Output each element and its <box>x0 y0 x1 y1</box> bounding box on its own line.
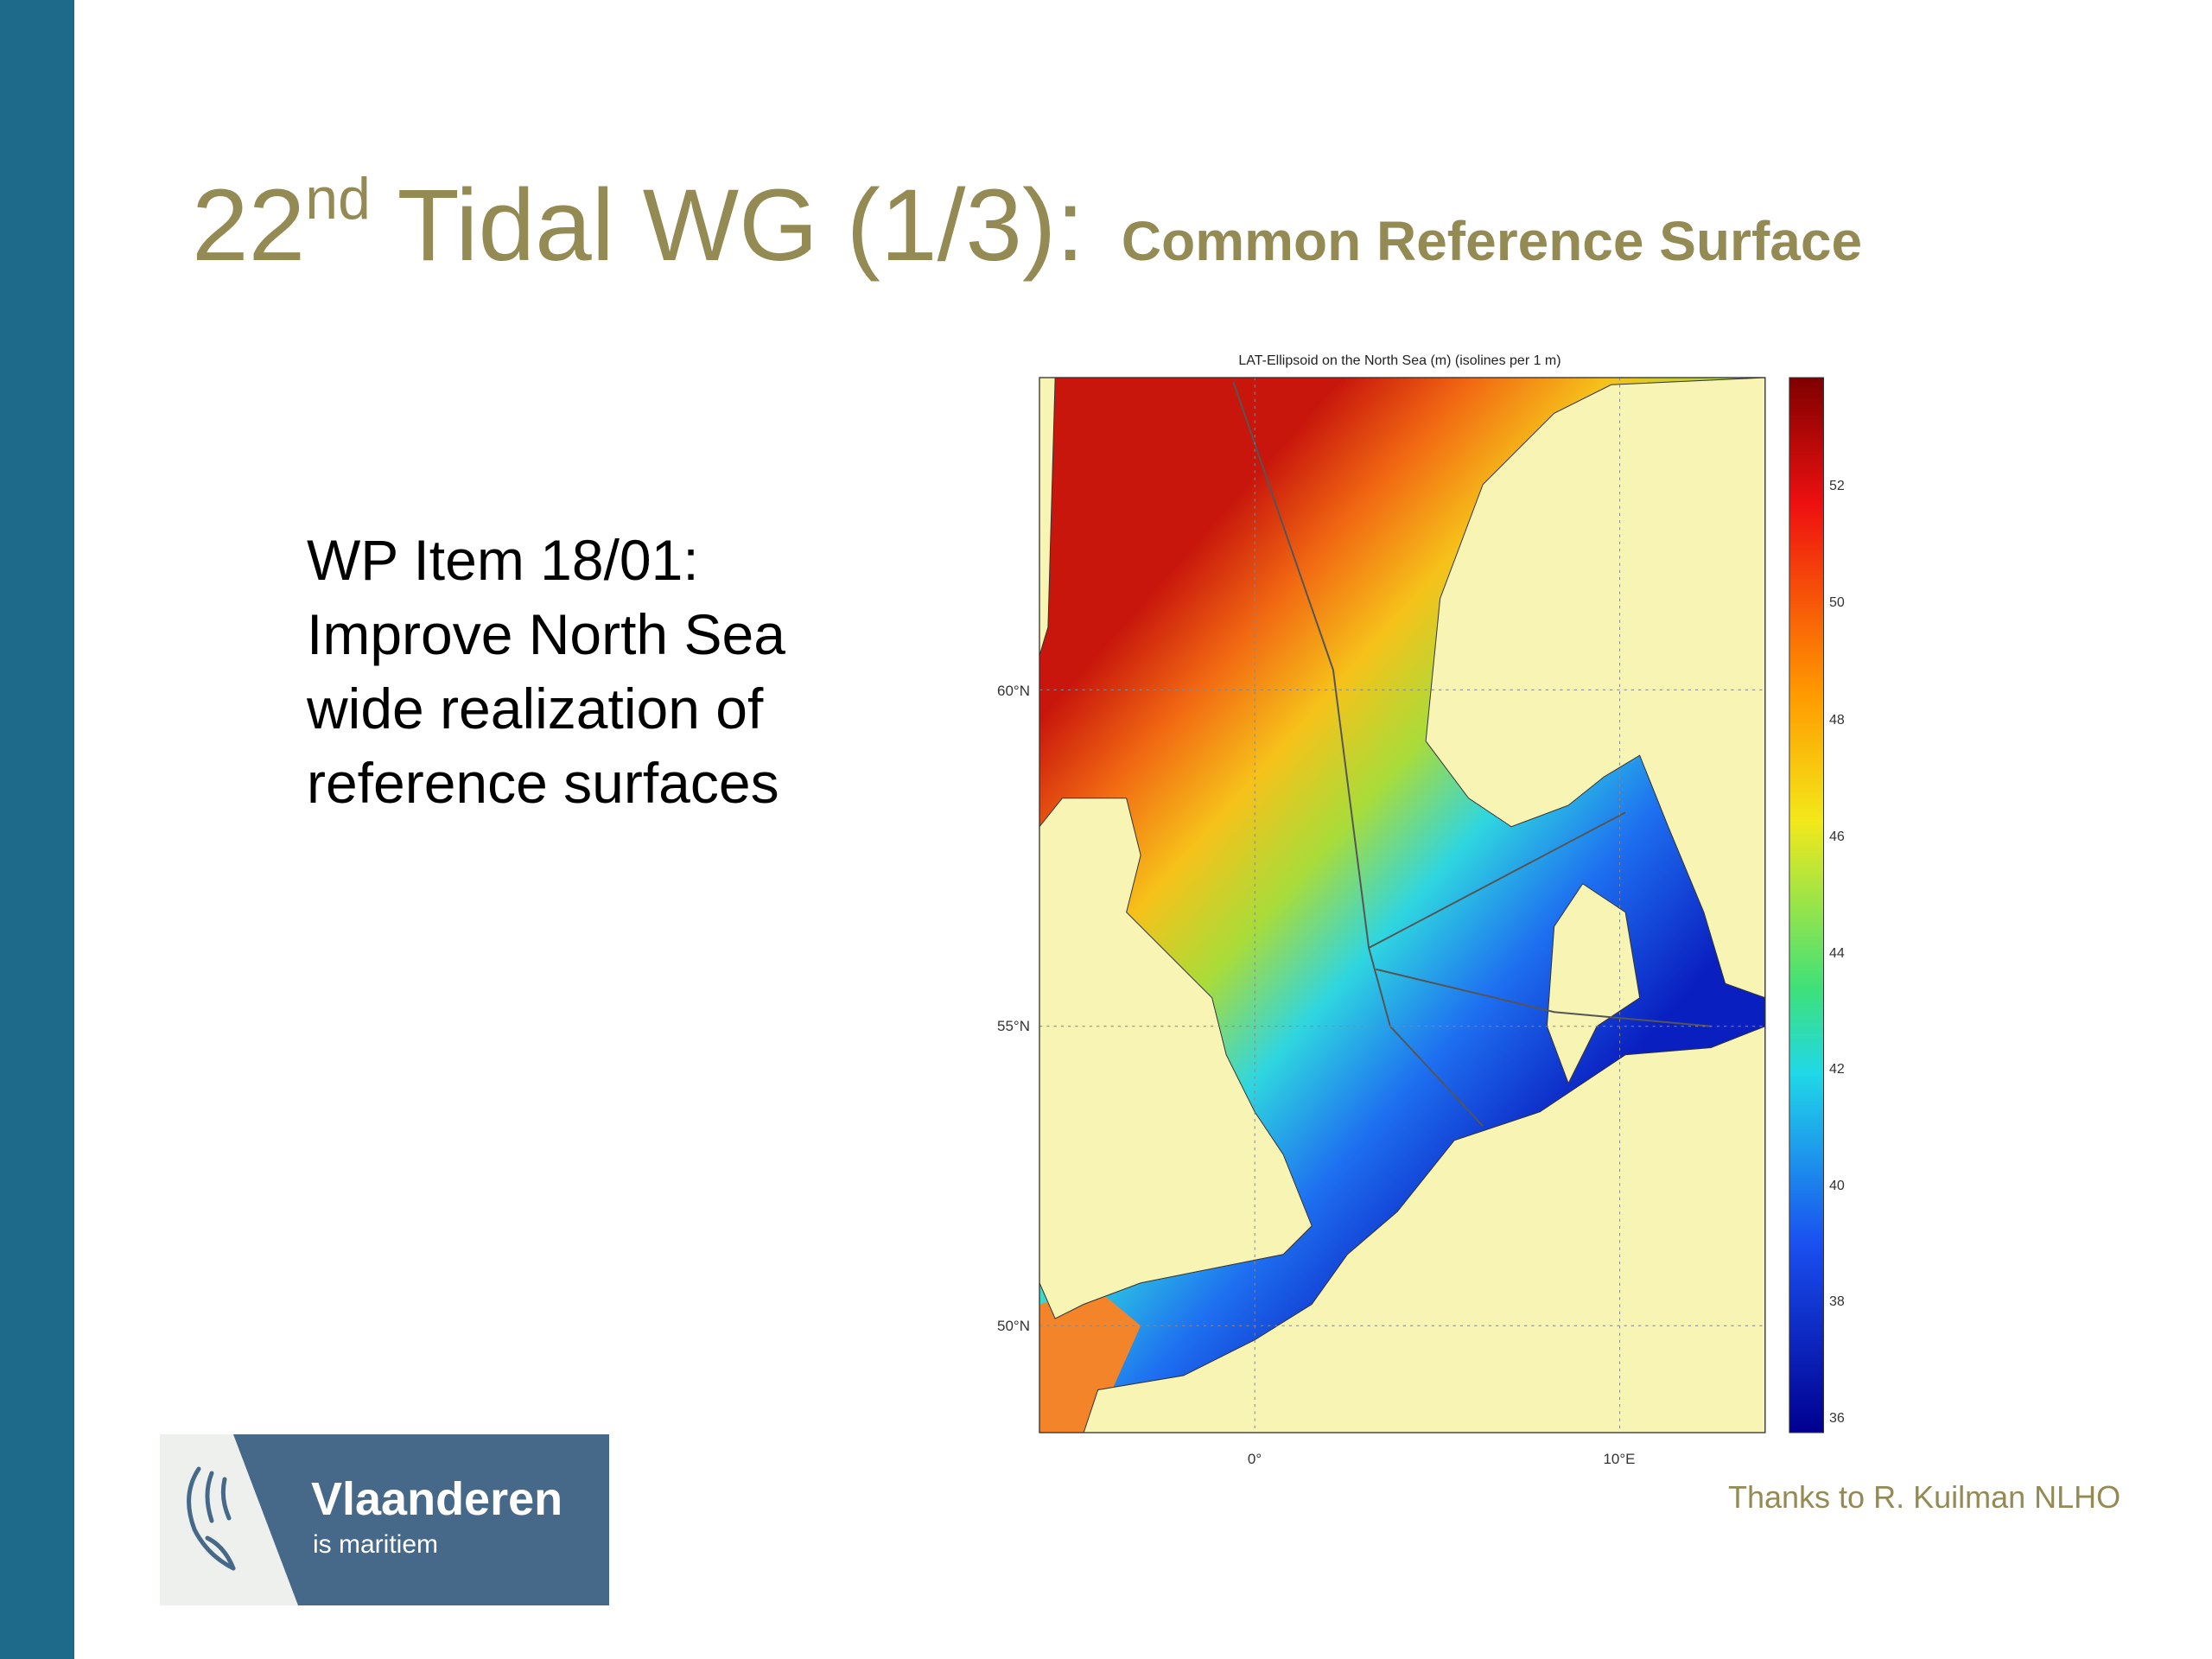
slide-title: 22nd Tidal WG (1/3): Common Reference Su… <box>192 164 1862 288</box>
body-text: WP Item 18/01: Improve North Sea wide re… <box>307 523 785 820</box>
lon-label: 10°E <box>1603 1451 1635 1467</box>
title-main: 22 <box>192 168 306 283</box>
sidebar <box>0 0 74 1659</box>
lat-label: 50°N <box>997 1318 1030 1334</box>
lat-label: 60°N <box>997 683 1030 699</box>
title-rest: Tidal WG (1/3): <box>397 168 1085 283</box>
body-line: WP Item 18/01: <box>307 528 699 592</box>
colorbar-tick: 42 <box>1829 1062 1845 1077</box>
figure-title: LAT-Ellipsoid on the North Sea (m) (isol… <box>1238 353 1560 368</box>
lat-label: 55°N <box>997 1018 1030 1034</box>
colorbar-tick: 48 <box>1829 713 1845 728</box>
colorbar-tick: 50 <box>1829 595 1845 610</box>
body-line: Improve North Sea <box>307 602 785 666</box>
colorbar-tick: 38 <box>1829 1294 1845 1309</box>
credit: Thanks to R. Kuilman NLHO <box>1728 1479 2121 1515</box>
logo: Vlaanderen is maritiem <box>160 1434 609 1605</box>
colorbar-tick: 44 <box>1829 946 1845 961</box>
colorbar-tick: 40 <box>1829 1179 1845 1193</box>
title-superscript: nd <box>305 166 371 232</box>
logo-tagline: is maritiem <box>313 1530 438 1559</box>
colorbar-tick: 36 <box>1829 1411 1845 1426</box>
title-subtitle: Common Reference Surface <box>1121 210 1863 272</box>
body-line: reference surfaces <box>307 751 779 815</box>
map <box>1039 377 1824 1433</box>
logo-name: Vlaanderen <box>311 1473 563 1525</box>
body-line: wide realization of <box>307 677 764 741</box>
lon-label: 0° <box>1248 1451 1262 1467</box>
colorbar-tick: 52 <box>1829 479 1845 493</box>
colorbar-tick: 46 <box>1829 830 1845 844</box>
